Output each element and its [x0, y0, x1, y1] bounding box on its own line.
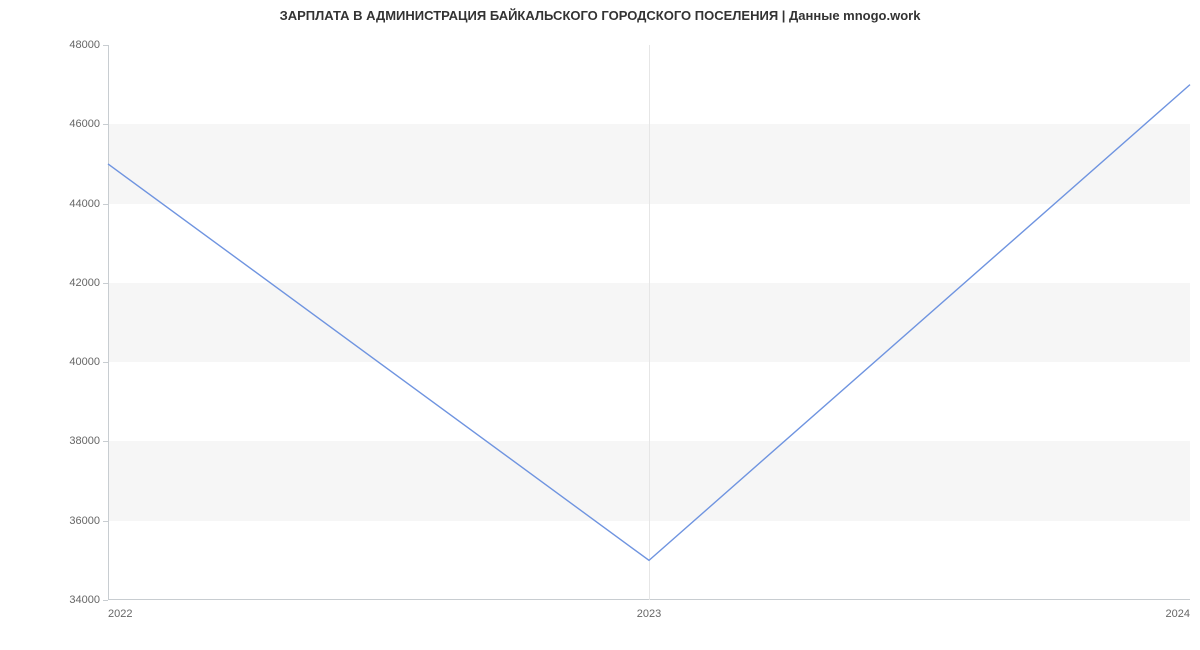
y-tick-mark — [103, 521, 108, 522]
y-tick-mark — [103, 124, 108, 125]
series-line — [108, 85, 1190, 561]
salary-line-chart: ЗАРПЛАТА В АДМИНИСТРАЦИЯ БАЙКАЛЬСКОГО ГО… — [0, 0, 1200, 650]
chart-title: ЗАРПЛАТА В АДМИНИСТРАЦИЯ БАЙКАЛЬСКОГО ГО… — [0, 8, 1200, 23]
y-tick-mark — [103, 600, 108, 601]
y-tick-mark — [103, 45, 108, 46]
y-tick-mark — [103, 204, 108, 205]
y-tick-mark — [103, 283, 108, 284]
y-tick-label: 34000 — [69, 594, 100, 606]
line-series-layer — [108, 45, 1190, 600]
y-tick-label: 46000 — [69, 118, 100, 130]
y-tick-label: 44000 — [69, 198, 100, 210]
y-tick-label: 40000 — [69, 356, 100, 368]
plot-area: 3400036000380004000042000440004600048000… — [108, 45, 1190, 600]
x-tick-label: 2022 — [108, 608, 132, 620]
y-tick-label: 48000 — [69, 39, 100, 51]
y-tick-label: 38000 — [69, 435, 100, 447]
y-tick-label: 36000 — [69, 515, 100, 527]
x-tick-label: 2024 — [1166, 608, 1190, 620]
x-tick-label: 2023 — [637, 608, 661, 620]
y-tick-label: 42000 — [69, 277, 100, 289]
y-tick-mark — [103, 441, 108, 442]
y-tick-mark — [103, 362, 108, 363]
